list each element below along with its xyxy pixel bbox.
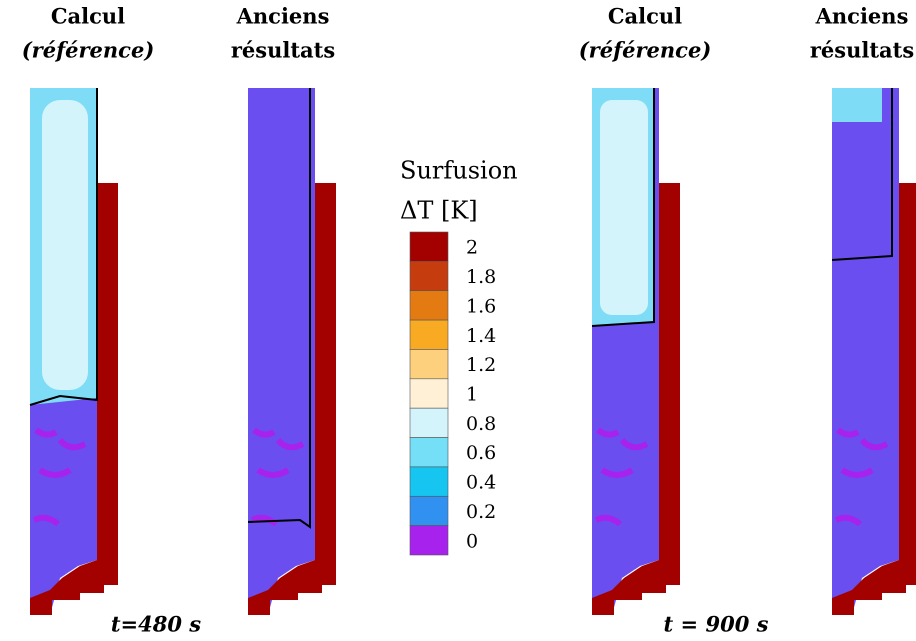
panel-title: Anciens <box>236 4 330 29</box>
colorbar-level <box>409 378 449 409</box>
colorbar-tick-label: 2 <box>466 237 478 259</box>
time-label: t=480 s <box>111 612 201 637</box>
panel-subtitle: (référence) <box>22 38 155 63</box>
colorbar-level <box>409 261 449 292</box>
panel-subtitle: résultats <box>231 38 335 63</box>
colorbar-tick-label: 1.6 <box>466 295 496 317</box>
colorbar-title: Surfusion <box>400 157 518 185</box>
panel-subtitle: résultats <box>810 38 914 63</box>
colorbar-level <box>409 349 449 380</box>
colorbar-level <box>409 290 449 321</box>
colorbar: 2 1.8 1.6 1.4 1.2 1 0.8 0.6 0.4 0.2 0 <box>409 231 496 556</box>
colorbar-tick-label: 1.4 <box>466 325 496 347</box>
colorbar-unit: ΔT [K] <box>400 197 478 225</box>
panel-title: Calcul <box>51 4 125 29</box>
colorbar-level <box>409 525 449 556</box>
colorbar-tick-label: 1.8 <box>466 266 496 288</box>
colorbar-level <box>409 466 449 497</box>
colorbar-tick-label: 0 <box>466 530 478 552</box>
panel-4 <box>832 88 916 615</box>
colorbar-tick-label: 1 <box>466 384 478 406</box>
colorbar-tick-label: 0.2 <box>466 501 496 523</box>
time-label: t = 900 s <box>664 612 769 637</box>
panel-2 <box>248 88 336 615</box>
panel-1 <box>30 88 118 615</box>
panel-title: Anciens <box>815 4 909 29</box>
colorbar-tick-label: 0.4 <box>466 472 496 494</box>
colorbar-level <box>409 319 449 350</box>
panel-subtitle: (référence) <box>579 38 712 63</box>
colorbar-tick-label: 0.6 <box>466 442 496 464</box>
colorbar-level <box>409 437 449 468</box>
colorbar-level <box>409 231 449 262</box>
colorbar-tick-label: 1.2 <box>466 354 496 376</box>
colorbar-level <box>409 495 449 526</box>
panel-title: Calcul <box>608 4 682 29</box>
panel-3 <box>592 88 680 615</box>
colorbar-level <box>409 407 449 438</box>
colorbar-tick-label: 0.8 <box>466 413 496 435</box>
